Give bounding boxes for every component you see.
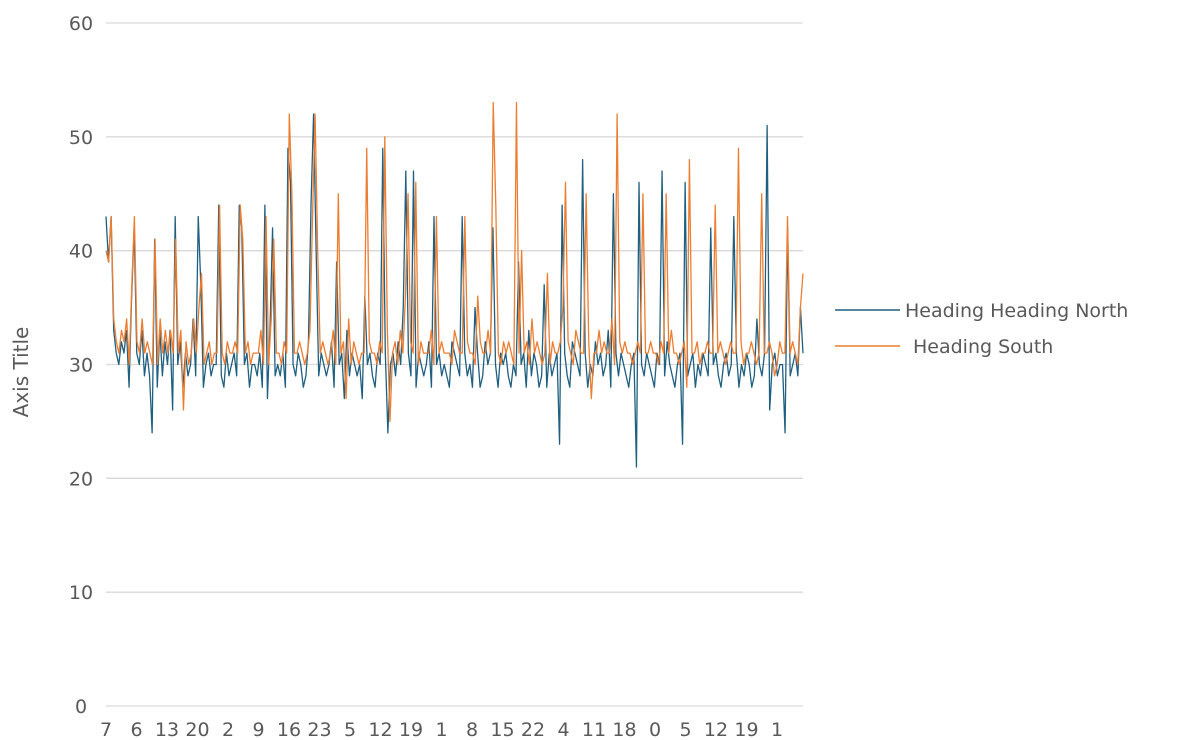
x-tick-label: 5 [679,719,691,740]
x-tick-label: 5 [344,719,356,740]
y-tick-label: 40 [69,241,93,263]
series-lines [105,102,804,468]
x-tick-label: 1 [771,719,783,740]
gridlines [106,22,803,707]
x-tick-label: 19 [399,719,423,740]
x-tick-label: 23 [307,719,331,740]
legend-label: Heading Heading North [905,300,1128,322]
x-axis-ticks: 7 6 13 20 2 9 16 23 5 12 19 1 8 15 22 4 11 18 0 5 12 19 1 [100,719,783,740]
x-tick-label: 22 [521,719,545,740]
x-tick-label: 8 [466,719,478,740]
x-tick-label: 15 [490,719,514,740]
legend-label: Heading South [913,336,1053,358]
series-line [105,102,804,423]
x-tick-label: 6 [130,719,142,740]
x-tick-label: 9 [252,719,264,740]
x-tick-label: 18 [612,719,636,740]
x-tick-label: 2 [222,719,234,740]
y-axis-label: Axis Title [9,327,33,418]
legend: Heading Heading North Heading South [835,300,1128,358]
series-line [105,113,804,468]
y-tick-label: 30 [69,355,93,377]
y-axis-ticks: 0 10 20 30 40 50 60 [69,13,93,718]
x-tick-label: 16 [277,719,301,740]
x-tick-label: 20 [185,719,209,740]
y-tick-label: 10 [69,582,93,604]
y-tick-label: 20 [69,468,93,490]
x-tick-label: 12 [368,719,392,740]
x-tick-label: 7 [100,719,112,740]
x-tick-label: 13 [155,719,179,740]
y-tick-label: 50 [69,127,93,149]
x-tick-label: 4 [557,719,569,740]
x-tick-label: 11 [582,719,606,740]
x-tick-label: 12 [704,719,728,740]
x-tick-label: 19 [734,719,758,740]
y-tick-label: 0 [75,696,87,718]
y-tick-label: 60 [69,13,93,35]
x-tick-label: 0 [649,719,661,740]
x-tick-label: 1 [435,719,447,740]
